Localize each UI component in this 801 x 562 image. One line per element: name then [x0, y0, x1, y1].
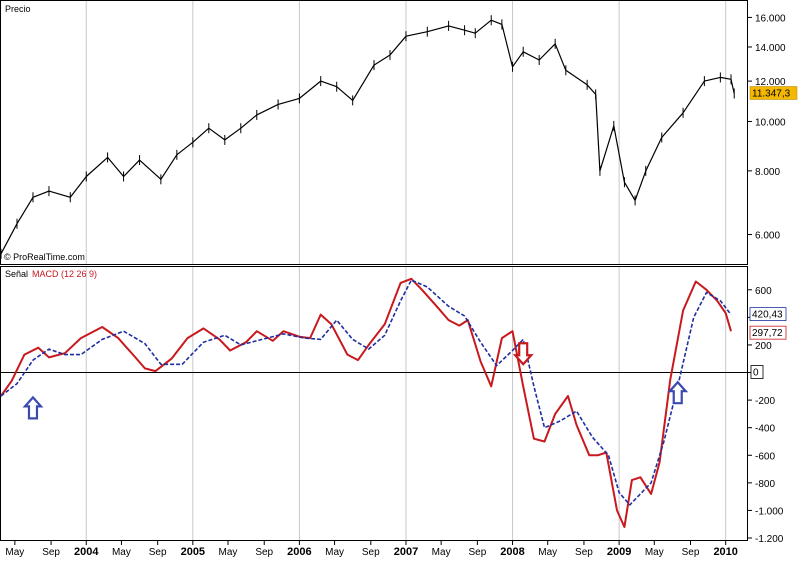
watermark: © ProRealTime.com: [4, 252, 85, 262]
signal-line: [0, 279, 732, 506]
x-tick-label: Sep: [42, 547, 60, 558]
x-tick-label: 2008: [500, 546, 524, 558]
x-tick-label: 2007: [394, 546, 418, 558]
vertical-gridlines: [85, 1, 727, 540]
price-tick-label: 10.000: [755, 117, 786, 128]
x-tick-label: May: [538, 547, 557, 558]
x-tick-label: May: [645, 547, 664, 558]
signal-arrows: [22, 342, 689, 420]
x-tick-label: 2009: [607, 546, 631, 558]
signal-last-value: 420,43: [752, 310, 783, 321]
sell-arrow-icon: [512, 342, 534, 366]
price-tick-label: 6.000: [755, 231, 780, 242]
price-tick-label: 16.000: [755, 13, 786, 24]
x-tick-label: May: [432, 547, 451, 558]
macd-series: [0, 277, 732, 528]
x-tick-label: 2004: [74, 546, 99, 558]
x-tick-label: May: [219, 547, 238, 558]
price-panel: Precio © ProRealTime.com 6.000 8.000 10.00…: [0, 0, 798, 265]
x-tick-label: Sep: [468, 547, 486, 558]
macd-tick-label: -400: [755, 424, 775, 435]
macd-panel: Señal MACD (12 26 9) 600 200 -200 -400 -600 -8…: [0, 266, 787, 545]
x-tick-label: May: [5, 547, 24, 558]
macd-tick-label: -1.200: [755, 534, 784, 545]
macd-last-value: 297,72: [752, 328, 783, 339]
macd-panel-title-macd: MACD (12 26 9): [32, 269, 97, 279]
x-tick-label: 2006: [287, 546, 311, 558]
price-line: [0, 19, 735, 255]
macd-last-value-tags: 420,43 297,72 0: [749, 307, 787, 379]
macd-y-axis: 600 200 -200 -400 -600 -800 -1.000 -1.200: [747, 286, 784, 545]
x-tick-label: May: [112, 547, 131, 558]
price-last-value-tag: 11.347,3: [749, 86, 798, 100]
buy-arrow-icon: [22, 395, 44, 420]
x-tick-label: May: [325, 547, 344, 558]
price-last-value: 11.347,3: [752, 88, 791, 99]
price-tick-label: 12.000: [755, 77, 786, 88]
x-tick-label: Sep: [575, 547, 593, 558]
buy-arrow-icon: [667, 380, 689, 405]
x-tick-label: Sep: [362, 547, 380, 558]
price-tick-label: 8.000: [755, 167, 780, 178]
macd-tick-label: 600: [755, 286, 772, 297]
x-tick-label: Sep: [255, 547, 273, 558]
macd-tick-label: -1.000: [755, 506, 784, 517]
macd-tick-label: -600: [755, 451, 775, 462]
macd-tick-label: -200: [755, 396, 775, 407]
x-tick-label: Sep: [149, 547, 167, 558]
x-axis: May Sep 2004 May Sep 2005 May Sep 2006 May Sep 2007…: [5, 541, 738, 558]
price-y-axis: 6.000 8.000 10.000 12.000 14.000 16.000: [747, 13, 786, 242]
x-tick-label: Sep: [682, 547, 700, 558]
macd-panel-title: Señal MACD (12 26 9): [5, 269, 97, 279]
macd-line: [0, 277, 732, 528]
price-tick-label: 14.000: [755, 43, 786, 54]
price-panel-title: Precio: [5, 4, 31, 14]
macd-tick-label: -800: [755, 479, 775, 490]
x-tick-label: 2005: [181, 546, 205, 558]
price-series: [0, 15, 735, 259]
macd-tick-label: 200: [755, 341, 772, 352]
zero-value-tag: 0: [753, 368, 759, 379]
macd-panel-title-signal: Señal: [5, 269, 28, 279]
x-tick-label: 2010: [713, 546, 737, 558]
